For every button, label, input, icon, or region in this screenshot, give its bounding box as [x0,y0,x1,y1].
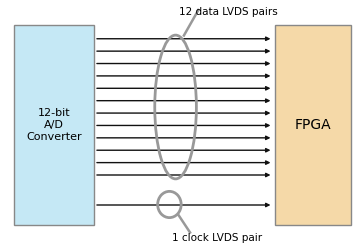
Text: 1 clock LVDS pair: 1 clock LVDS pair [172,233,262,243]
Text: 12 data LVDS pairs: 12 data LVDS pairs [179,7,277,17]
Text: FPGA: FPGA [295,118,332,132]
Bar [275,25,351,225]
Text: 12-bit
A/D
Converter: 12-bit A/D Converter [26,108,82,142]
Bar [14,25,94,225]
